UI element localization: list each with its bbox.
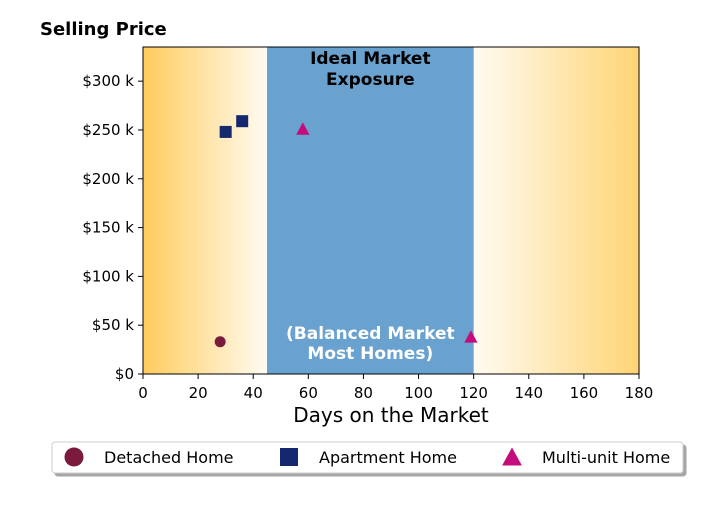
data-point — [464, 330, 478, 343]
y-tick-label: $150 k — [82, 219, 134, 237]
data-point — [214, 336, 226, 348]
left-gradient — [143, 47, 267, 374]
legend-marker — [64, 447, 84, 467]
legend-box — [51, 441, 684, 474]
x-tick-label: 20 — [189, 384, 208, 402]
data-point — [236, 115, 249, 128]
y-axis-ticks: $0 $50 k $100 k $150 k $200 k $250 k $300 k — [82, 72, 143, 383]
band-label-bottom-line: (Balanced Market — [286, 324, 455, 344]
band-label-bottom-line: Most Homes) — [307, 344, 433, 364]
y-tick-label: $200 k — [82, 170, 134, 188]
legend-label: Detached Home — [104, 448, 234, 467]
plot-frame — [142, 46, 640, 375]
band-label-top-line: Exposure — [326, 70, 415, 90]
legend: Detached Home Apartment Home Multi-unit Ho… — [51, 441, 684, 474]
data-point — [219, 125, 232, 138]
data-points — [214, 115, 478, 348]
legend-marker — [502, 447, 522, 466]
legend-marker — [280, 448, 298, 466]
y-tick-label: $100 k — [82, 267, 134, 285]
x-axis-ticks: 0 20 40 60 80 100 120 140 160 180 — [138, 374, 653, 402]
y-tick-label: $50 k — [92, 316, 134, 334]
x-tick-label: 40 — [244, 384, 263, 402]
y-tick-label: $250 k — [82, 121, 134, 139]
data-point — [296, 122, 310, 135]
legend-label: Apartment Home — [319, 448, 457, 467]
y-tick-label: $300 k — [82, 72, 134, 90]
x-tick-label: 60 — [299, 384, 318, 402]
chart-title: Selling Price — [40, 19, 167, 40]
x-tick-label: 180 — [625, 384, 654, 402]
x-tick-label: 160 — [570, 384, 599, 402]
x-axis-title: Days on the Market — [293, 403, 489, 427]
right-gradient — [473, 47, 639, 374]
x-tick-label: 0 — [138, 384, 148, 402]
x-tick-label: 140 — [514, 384, 543, 402]
y-tick-label: $0 — [115, 365, 134, 383]
x-tick-label: 120 — [459, 384, 488, 402]
x-tick-label: 100 — [404, 384, 433, 402]
x-tick-label: 80 — [354, 384, 373, 402]
legend-label: Multi-unit Home — [542, 448, 670, 467]
band-label-top-line: Ideal Market — [310, 49, 431, 69]
axes — [142, 46, 640, 375]
ideal-exposure-band — [267, 47, 474, 374]
ideal-band-rect — [267, 47, 474, 374]
